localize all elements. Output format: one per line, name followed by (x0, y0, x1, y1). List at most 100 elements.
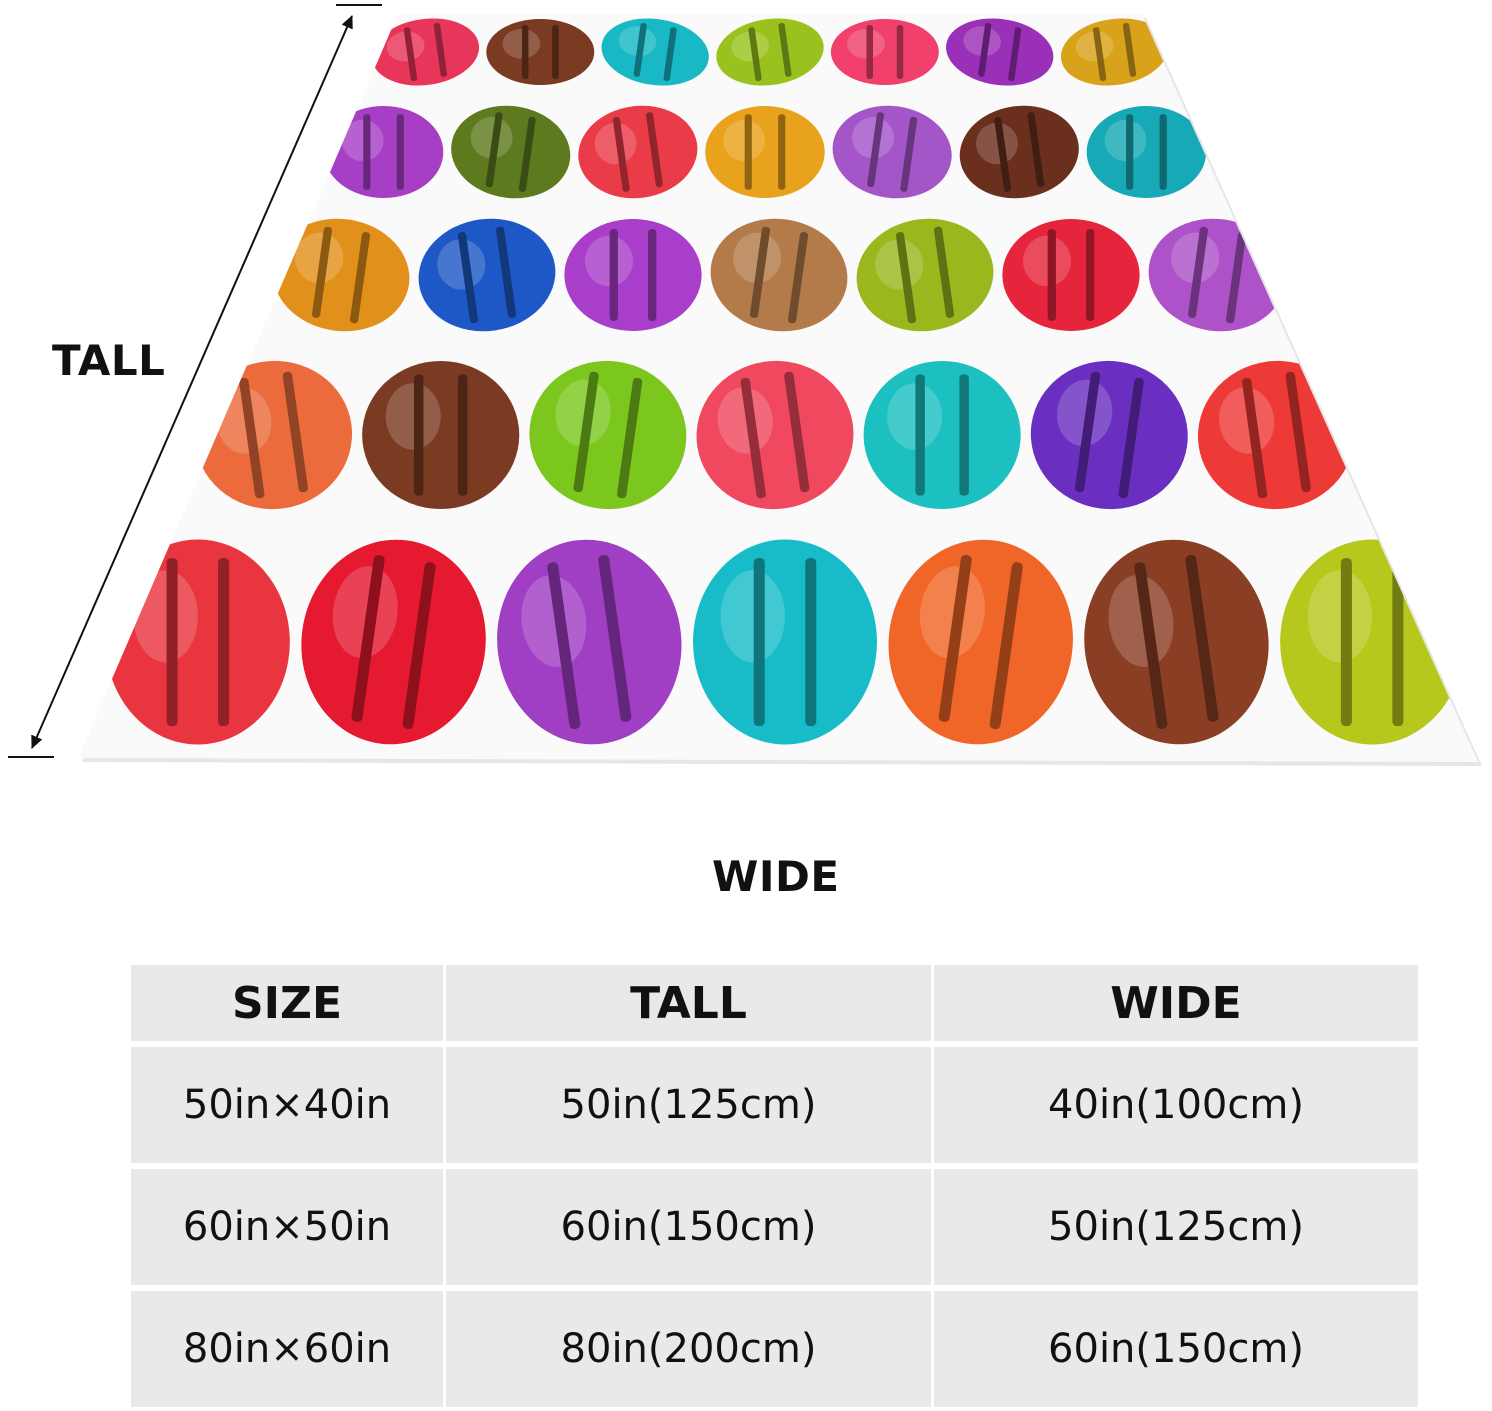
macaron-filling (867, 112, 884, 188)
macaron-highlight (386, 31, 425, 62)
macaron-shell (693, 539, 877, 745)
macaron (418, 218, 556, 332)
macaron-filling (351, 555, 385, 722)
macaron-filling (788, 232, 809, 324)
macaron-highlight (584, 235, 633, 287)
macaron-filling (1118, 377, 1144, 499)
row-1-tall: 50in(125cm) (446, 1047, 931, 1163)
macaron-filling (609, 229, 618, 321)
macaron-filling (1226, 232, 1247, 324)
macaron-filling (521, 24, 529, 80)
macaron-highlight (618, 26, 657, 57)
tall-arrow (31, 15, 353, 749)
row-2-size: 60in×50in (131, 1169, 443, 1285)
row-3-size: 80in×60in (131, 1291, 443, 1407)
macaron-shell (1060, 18, 1169, 86)
row-1-size: 50in×40in (131, 1047, 443, 1163)
macaron-highlight (437, 239, 486, 290)
macaron-filling (518, 116, 536, 192)
macaron-highlight (723, 119, 765, 162)
row-2-tall: 60in(150cm) (446, 1169, 931, 1285)
macaron-filling (496, 226, 517, 318)
macaron (710, 218, 848, 332)
row-1-wide: 40in(100cm) (934, 1047, 1418, 1163)
macaron (1002, 219, 1140, 331)
macaron-filling (989, 562, 1023, 729)
macaron-shell (418, 218, 556, 332)
macaron (832, 105, 952, 199)
macaron (564, 219, 702, 331)
macaron-shell (710, 218, 848, 332)
macaron-highlight (1022, 235, 1071, 287)
macaron-shell (830, 19, 939, 85)
macaron-highlight (555, 379, 611, 447)
macaron-filling (900, 116, 918, 192)
macaron-filling (663, 27, 677, 82)
macaron-shell (716, 18, 824, 86)
macaron-filling (748, 27, 762, 82)
macaron-filling (648, 229, 657, 321)
header-wide: WIDE (934, 965, 1418, 1041)
row-2-wide: 50in(125cm) (934, 1169, 1418, 1285)
macaron-shell (578, 105, 698, 199)
macaron-highlight (963, 26, 1001, 57)
macaron (323, 106, 444, 198)
macaron-highlight (1171, 232, 1220, 283)
macaron-highlight (887, 383, 943, 450)
macaron-shell (1002, 219, 1140, 331)
macaron-highlight (133, 570, 198, 663)
macaron-filling (740, 377, 766, 499)
macaron-filling (938, 555, 972, 722)
macaron-shell (832, 105, 952, 199)
blanket-diagram (8, 4, 1482, 766)
macaron-highlight (1075, 31, 1114, 62)
macaron-shell (486, 19, 595, 85)
macaron-highlight (502, 28, 541, 59)
header-size: SIZE (131, 965, 443, 1041)
header-tall: TALL (446, 965, 931, 1041)
macaron-filling (1159, 114, 1167, 190)
macaron-filling (1047, 229, 1056, 321)
macaron-filling (1185, 555, 1219, 722)
macaron (946, 18, 1054, 86)
macaron-highlight (847, 28, 885, 59)
tall-label: TALL (52, 336, 166, 385)
macaron-filling (633, 22, 647, 77)
macaron-filling (749, 226, 770, 318)
macaron-shell (946, 18, 1054, 86)
macaron-filling (778, 114, 786, 190)
macaron-highlight (1307, 570, 1373, 663)
macaron-filling (166, 557, 178, 727)
macaron-shell (1086, 106, 1207, 198)
macaron (693, 539, 877, 745)
macaron-filling (1134, 562, 1168, 729)
macaron-shell (959, 105, 1079, 199)
macaron-filling (457, 374, 468, 496)
macaron-filling (350, 232, 371, 324)
macaron-shell (323, 106, 444, 198)
macaron (105, 539, 290, 745)
macaron-shell (1280, 539, 1465, 745)
macaron-filling (598, 555, 632, 722)
macaron-shell (362, 361, 520, 509)
macaron-shell (696, 360, 854, 510)
macaron-shell (497, 539, 682, 745)
macaron-highlight (875, 239, 924, 290)
macaron-filling (1340, 557, 1352, 727)
macaron-filling (778, 22, 792, 77)
macaron-filling (414, 374, 424, 496)
macaron-highlight (976, 122, 1018, 165)
macaron-shell (529, 360, 687, 510)
macaron-shell (371, 18, 480, 86)
macaron-filling (403, 27, 418, 82)
macaron-filling (363, 114, 371, 190)
macaron-filling (994, 116, 1012, 192)
macaron-filling (547, 562, 581, 729)
macaron (601, 18, 709, 86)
macaron-filling (1074, 371, 1101, 493)
macaron-shell (451, 105, 571, 199)
macaron-filling (1008, 27, 1022, 82)
macaron-highlight (594, 122, 637, 165)
macaron-filling (646, 112, 663, 188)
macaron-shell (888, 539, 1073, 745)
